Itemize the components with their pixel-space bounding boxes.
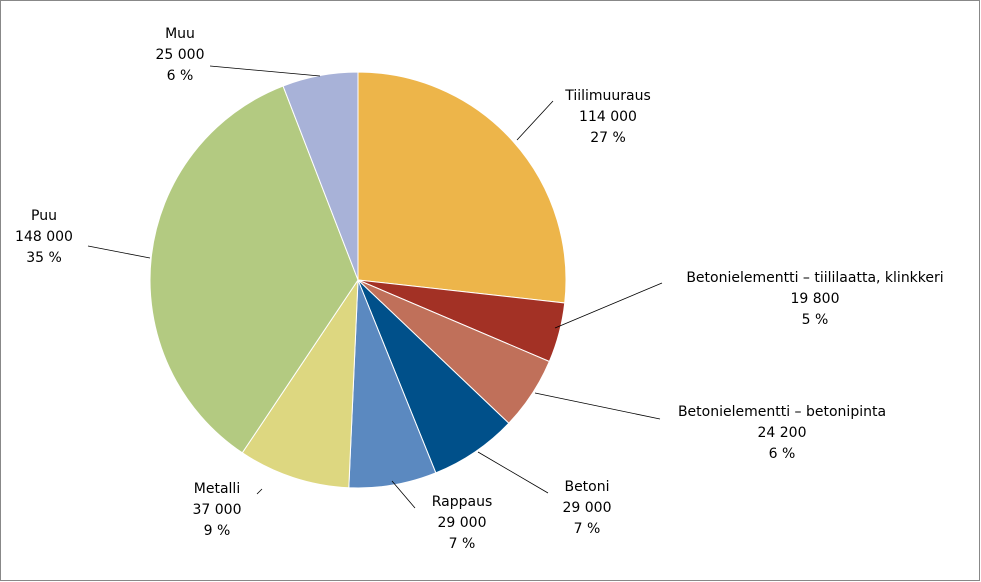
value-label: 148 000 — [15, 229, 73, 245]
category-label: Betoni — [564, 479, 609, 495]
category-label: Rappaus — [432, 494, 493, 510]
category-label: Betonielementti – tiililaatta, klinkkeri — [686, 270, 943, 286]
leader-line — [534, 392, 661, 420]
category-label: Muu — [165, 26, 195, 42]
leader-line — [477, 451, 549, 494]
value-label: 24 200 — [758, 425, 807, 441]
category-label: Betonielementti – betonipinta — [678, 404, 886, 420]
percent-label: 35 % — [26, 250, 62, 266]
leader-line — [87, 245, 151, 259]
leader-line — [554, 282, 663, 329]
value-label: 37 000 — [193, 502, 242, 518]
percent-label: 27 % — [590, 130, 626, 146]
category-label: Tiilimuuraus — [564, 88, 651, 104]
percent-label: 6 % — [769, 446, 796, 462]
value-label: 29 000 — [438, 515, 487, 531]
leader-line — [516, 100, 554, 141]
pie-slice — [241, 278, 359, 489]
value-label: 25 000 — [156, 47, 205, 63]
value-label: 19 800 — [791, 291, 840, 307]
pie-slice — [357, 71, 567, 304]
percent-label: 6 % — [167, 68, 194, 84]
percent-label: 9 % — [204, 523, 231, 539]
percent-label: 7 % — [449, 536, 476, 552]
leader-line — [209, 65, 321, 77]
leader-line — [391, 480, 416, 509]
percent-label: 5 % — [802, 312, 829, 328]
value-label: 29 000 — [563, 500, 612, 516]
category-label: Metalli — [194, 481, 240, 497]
leader-line — [256, 488, 263, 495]
pie-slice — [149, 85, 359, 454]
category-label: Puu — [31, 208, 57, 224]
percent-label: 7 % — [574, 521, 601, 537]
value-label: 114 000 — [579, 109, 637, 125]
